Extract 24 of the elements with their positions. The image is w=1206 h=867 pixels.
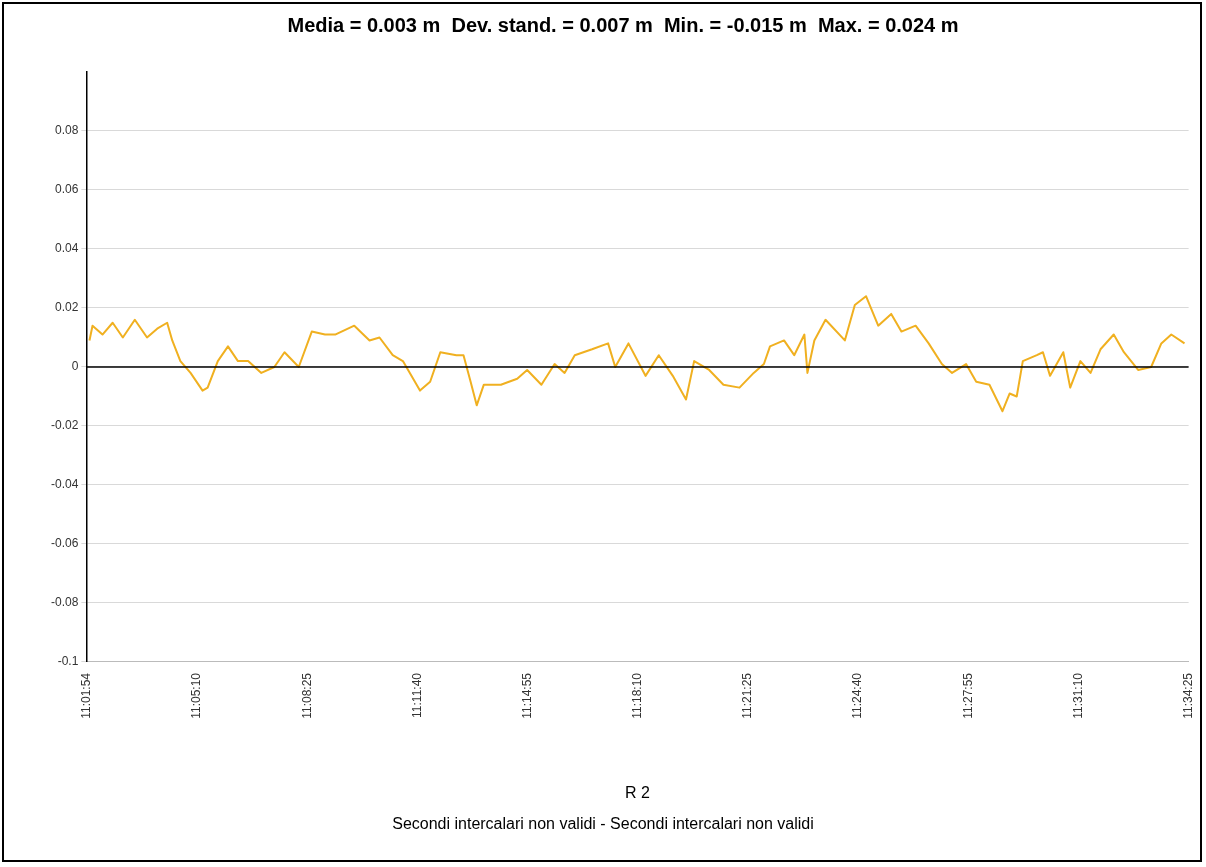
chart-title: Media = 0.003 m Dev. stand. = 0.007 m Min. = -0.015 m Max. = 0.024 m bbox=[287, 13, 959, 36]
x-tick-label: 11:01:54 bbox=[78, 672, 93, 719]
x-tick-label: 11:11:40 bbox=[409, 672, 424, 718]
y-tick-label: -0.1 bbox=[57, 654, 79, 669]
x-tick-label: 11:24:40 bbox=[850, 672, 865, 719]
y-tick-label: -0.08 bbox=[50, 595, 79, 610]
y-tick-label: 0.08 bbox=[54, 123, 79, 138]
x-tick-label: 11:31:10 bbox=[1070, 672, 1085, 719]
y-tick-label: -0.04 bbox=[50, 477, 79, 492]
y-tick-label: -0.06 bbox=[50, 536, 79, 551]
y-tick-label: 0.02 bbox=[54, 300, 79, 315]
x-tick-label: 11:05:10 bbox=[189, 672, 204, 719]
x-tick-label: 11:27:55 bbox=[960, 672, 975, 719]
x-tick-label: 11:34:25 bbox=[1180, 672, 1195, 719]
y-tick-label: 0 bbox=[71, 359, 79, 374]
y-tick-label: 0.04 bbox=[54, 241, 79, 256]
x-axis-title: R 2 bbox=[625, 783, 651, 801]
text: Secondi intercalari non validi - Secondi intercalari non validi bbox=[391, 815, 815, 833]
x-tick-label: 11:14:55 bbox=[519, 672, 534, 719]
y-tick-label: 0.06 bbox=[54, 182, 79, 197]
x-tick-label: 11:08:25 bbox=[299, 672, 314, 719]
x-tick-label: 11:18:10 bbox=[630, 672, 645, 719]
y-tick-label: -0.02 bbox=[50, 418, 79, 433]
x-tick-label: 11:21:25 bbox=[740, 672, 755, 719]
